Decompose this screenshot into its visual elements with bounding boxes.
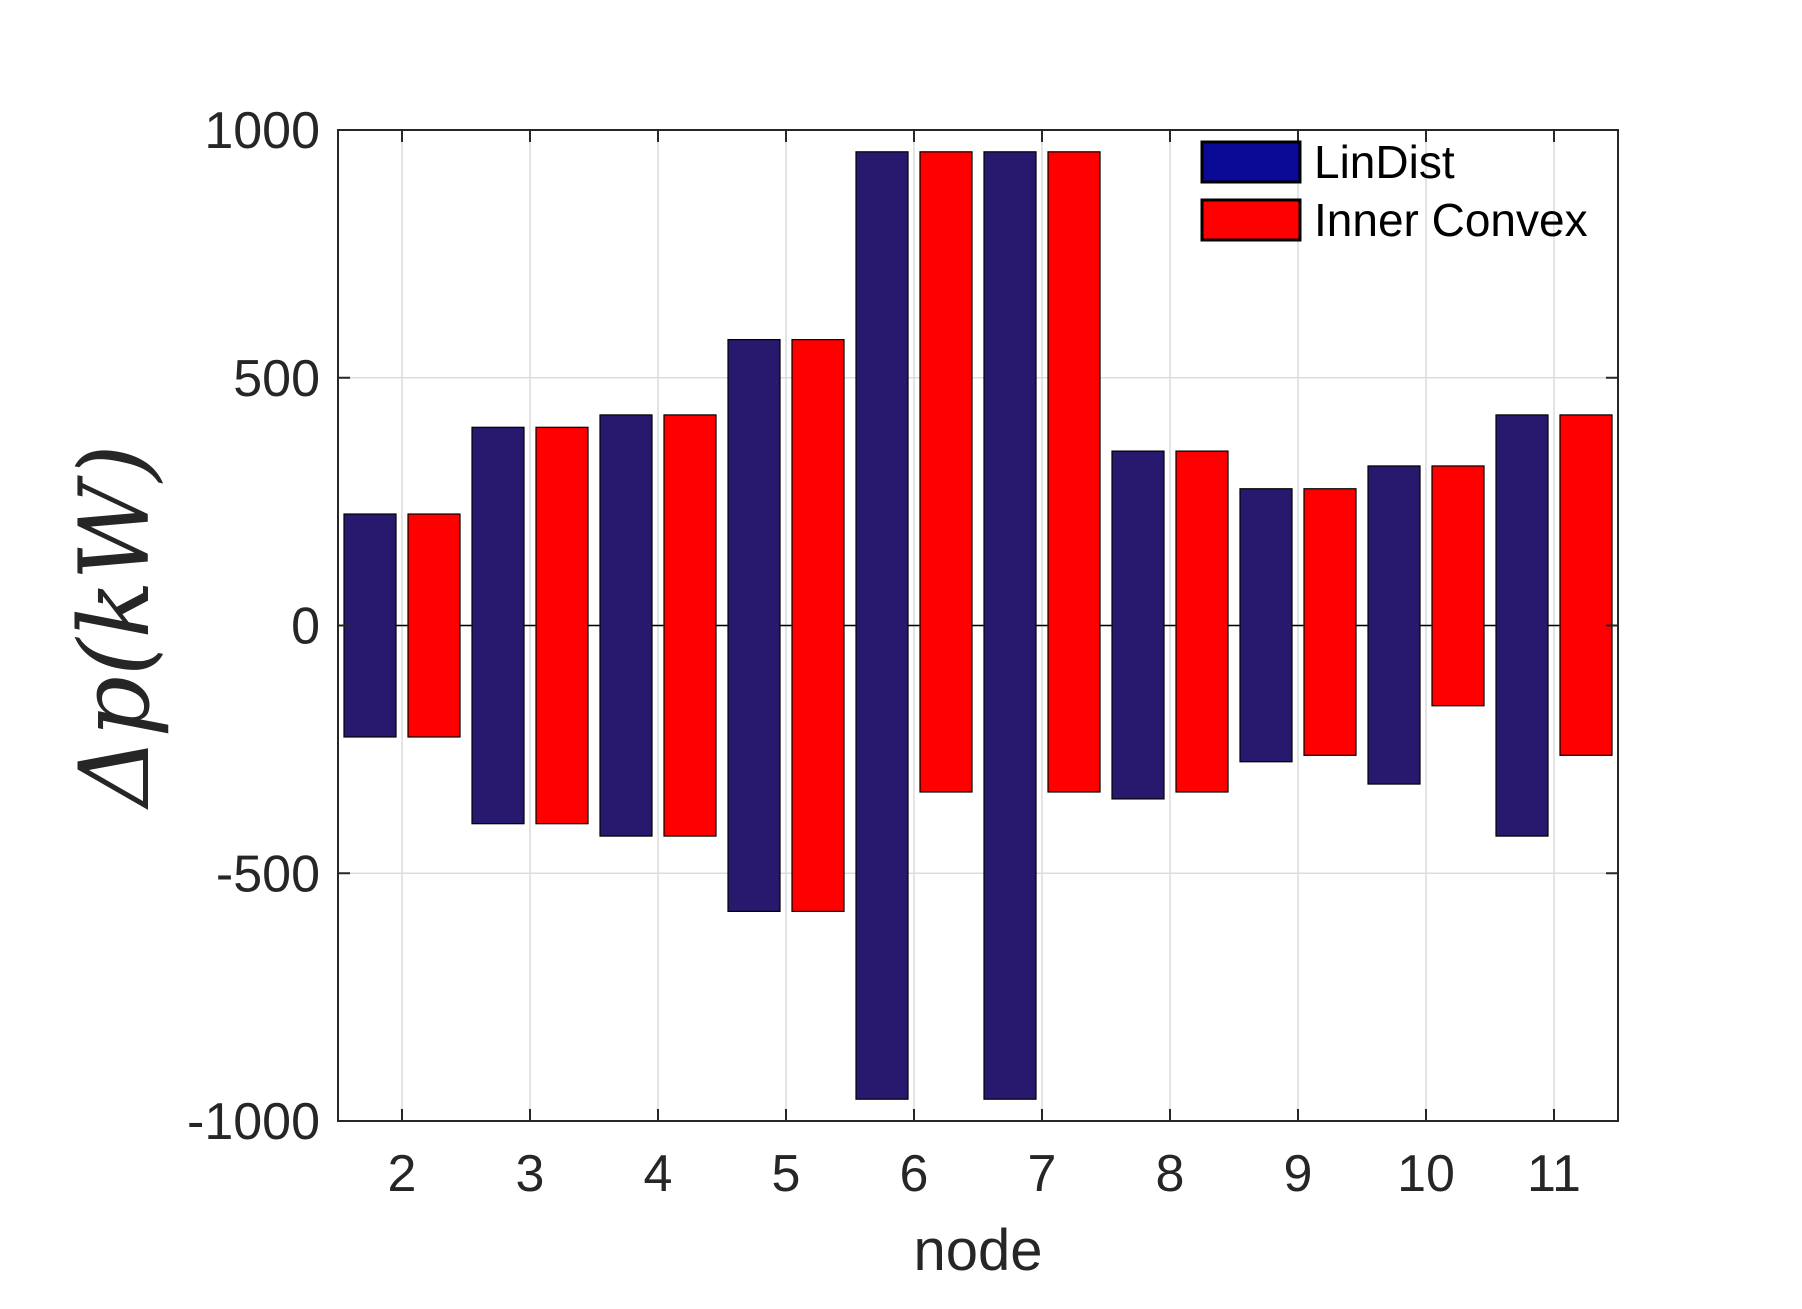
x-tick-label-10: 10: [1397, 1145, 1455, 1203]
y-tick-label-0: 1000: [204, 102, 320, 160]
legend-label-inner-convex: Inner Convex: [1314, 194, 1588, 246]
y-tick-label-1: 500: [233, 350, 320, 408]
x-tick-label-7: 7: [1028, 1145, 1057, 1203]
bar-inner-convex-node-7: [1047, 151, 1101, 793]
bar-inner-convex-node-2: [407, 513, 461, 738]
bar-lindist-node-3: [471, 426, 525, 825]
y-tick-label-4: -1000: [187, 1093, 320, 1151]
legend-swatch-lindist: [1200, 140, 1302, 184]
x-tick-label-8: 8: [1156, 1145, 1185, 1203]
bar-inner-convex-node-11: [1559, 414, 1613, 756]
bar-lindist-node-6: [855, 151, 909, 1100]
y-axis-title: Δp(kW): [59, 444, 171, 811]
bar-inner-convex-node-9: [1303, 488, 1357, 756]
bar-lindist-node-4: [599, 414, 653, 837]
bar-lindist-node-8: [1111, 450, 1165, 800]
bar-inner-convex-node-8: [1175, 450, 1229, 793]
bar-inner-convex-node-4: [663, 414, 717, 837]
x-tick-label-4: 4: [644, 1145, 673, 1203]
bars: [343, 151, 1613, 1100]
bar-lindist-node-7: [983, 151, 1037, 1100]
bar-lindist-node-2: [343, 513, 397, 738]
bar-lindist-node-10: [1367, 465, 1421, 785]
bar-inner-convex-node-3: [535, 426, 589, 825]
bar-lindist-node-11: [1495, 414, 1549, 837]
bar-inner-convex-node-5: [791, 338, 845, 913]
x-axis-title: node: [913, 1218, 1042, 1283]
x-axis-tick-labels: 2 3 4 5 6 7 8 9 10 11: [388, 1145, 1581, 1203]
x-tick-label-9: 9: [1284, 1145, 1313, 1203]
bar-inner-convex-node-10: [1431, 465, 1485, 707]
x-tick-label-11: 11: [1527, 1145, 1581, 1203]
x-tick-label-5: 5: [772, 1145, 801, 1203]
bar-inner-convex-node-6: [919, 151, 973, 793]
legend: LinDist Inner Convex: [1200, 136, 1588, 246]
x-tick-label-3: 3: [516, 1145, 545, 1203]
y-tick-label-2: 0: [291, 598, 320, 656]
bar-lindist-node-5: [727, 338, 781, 913]
x-tick-label-2: 2: [388, 1145, 417, 1203]
x-tick-label-6: 6: [900, 1145, 929, 1203]
y-tick-label-3: -500: [216, 845, 320, 903]
bar-lindist-node-9: [1239, 488, 1293, 763]
axis-ticks: [338, 129, 1618, 1122]
legend-swatch-inner-convex: [1200, 198, 1302, 242]
legend-label-lindist: LinDist: [1314, 136, 1455, 188]
y-axis-tick-labels: 1000 500 0 -500 -1000: [187, 102, 320, 1151]
